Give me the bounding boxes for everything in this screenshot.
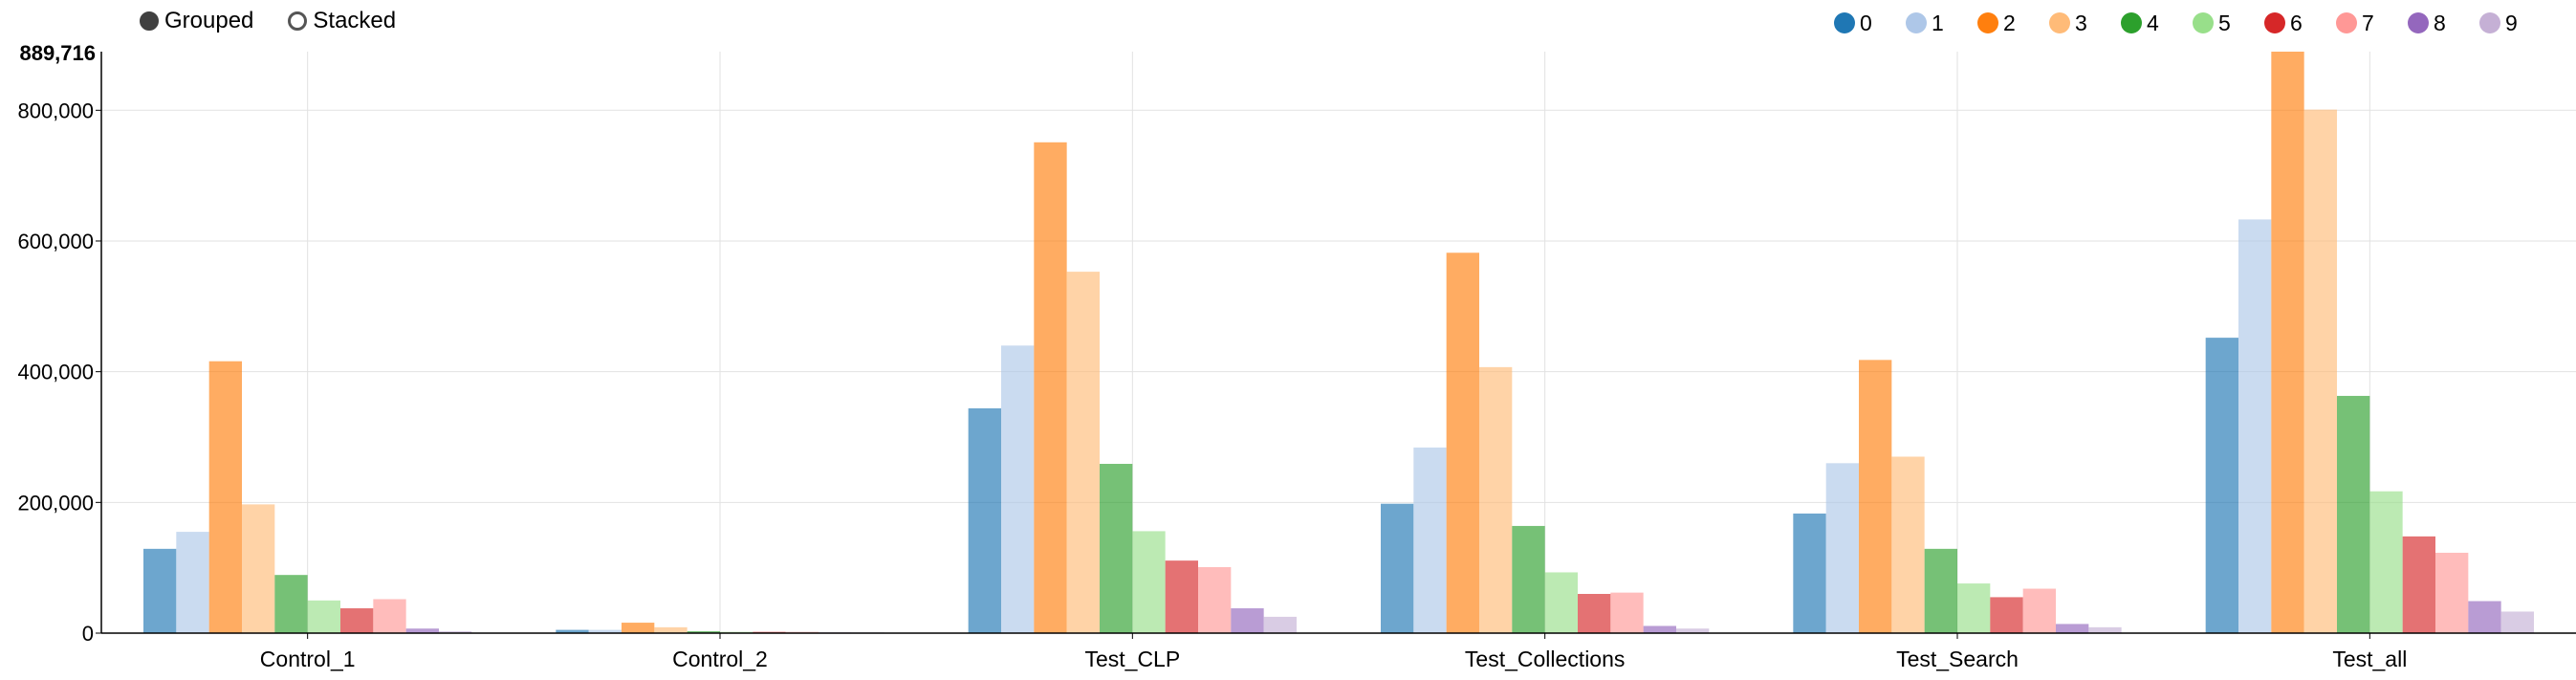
bar[interactable] [556, 629, 589, 633]
bar[interactable] [1198, 566, 1232, 633]
x-tick-label: Test_all [2332, 647, 2407, 671]
legend-marker[interactable] [2408, 12, 2429, 33]
bar[interactable] [1957, 583, 1991, 633]
bar[interactable] [1512, 525, 1545, 633]
bar[interactable] [1859, 360, 1892, 633]
legend-marker[interactable] [2479, 12, 2500, 33]
x-tick-label: Control_2 [672, 647, 768, 671]
bar[interactable] [2500, 611, 2534, 633]
bar[interactable] [405, 628, 439, 633]
legend-marker[interactable] [2264, 12, 2285, 33]
bar[interactable] [1990, 597, 2023, 633]
bar[interactable] [2205, 338, 2238, 633]
bar[interactable] [242, 504, 275, 633]
legend-label[interactable]: 6 [2290, 11, 2303, 35]
legend-label[interactable]: 5 [2218, 11, 2231, 35]
bar[interactable] [2238, 219, 2272, 633]
legend-marker[interactable] [1906, 12, 1927, 33]
bar[interactable] [588, 629, 622, 633]
bar[interactable] [2402, 536, 2435, 633]
bar[interactable] [968, 407, 1001, 633]
legend-label[interactable]: 9 [2505, 11, 2518, 35]
bar[interactable] [1034, 142, 1067, 634]
stacked-radio[interactable]: Stacked [288, 8, 396, 34]
y-max-label: 889,716 [19, 41, 96, 65]
bar[interactable] [1263, 616, 1297, 633]
legend-label[interactable]: 7 [2362, 11, 2374, 35]
legend-marker[interactable] [1834, 12, 1855, 33]
bar[interactable] [1001, 345, 1035, 633]
bar[interactable] [2056, 624, 2089, 633]
legend-label[interactable]: 0 [1860, 11, 1872, 35]
bar[interactable] [208, 361, 242, 633]
grouped-radio-dot [140, 11, 159, 31]
grouped-radio-label: Grouped [164, 8, 254, 33]
bar[interactable] [1165, 560, 1198, 633]
bar[interactable] [2435, 552, 2469, 633]
bar[interactable] [1924, 548, 1957, 633]
x-tick-label: Test_Collections [1465, 647, 1625, 671]
bar[interactable] [1610, 592, 1644, 633]
bar[interactable] [1643, 625, 1676, 633]
bar[interactable] [2369, 491, 2403, 633]
x-tick-label: Control_1 [260, 647, 356, 671]
legend-label[interactable]: 2 [2003, 11, 2016, 35]
bar[interactable] [2022, 588, 2056, 633]
bar[interactable] [687, 630, 720, 633]
bar[interactable] [622, 623, 655, 633]
legend-marker[interactable] [2049, 12, 2070, 33]
bar[interactable] [307, 600, 340, 633]
x-tick-label: Test_CLP [1084, 647, 1180, 671]
bar[interactable] [1578, 594, 1611, 633]
legend-marker[interactable] [1977, 12, 1998, 33]
bar[interactable] [1544, 572, 1578, 633]
legend-marker[interactable] [2193, 12, 2214, 33]
legend-label[interactable]: 4 [2147, 11, 2159, 35]
bar[interactable] [274, 575, 308, 633]
bar[interactable] [654, 626, 688, 633]
bar[interactable] [1676, 628, 1710, 633]
stacked-radio-label: Stacked [313, 8, 397, 33]
bar[interactable] [1446, 252, 1479, 633]
bar[interactable] [1381, 503, 1414, 633]
y-tick-label: 600,000 [17, 230, 94, 253]
bar[interactable] [1066, 272, 1100, 633]
legend-label[interactable]: 3 [2075, 11, 2087, 35]
y-tick-label: 800,000 [17, 99, 94, 122]
bar[interactable] [1413, 447, 1447, 633]
bar[interactable] [143, 548, 177, 633]
stacked-radio-dot [288, 11, 308, 31]
y-tick-label: 0 [82, 622, 94, 646]
legend-label[interactable]: 1 [1932, 11, 1944, 35]
y-tick-label: 400,000 [17, 361, 94, 384]
bar[interactable] [1132, 531, 1166, 633]
bar[interactable] [1793, 513, 1826, 633]
grouped-radio[interactable]: Grouped [140, 8, 253, 34]
x-tick-label: Test_Search [1896, 647, 2019, 671]
bar[interactable] [1479, 366, 1513, 633]
bar[interactable] [1231, 608, 1264, 633]
bar[interactable] [2468, 601, 2501, 633]
bar[interactable] [2271, 52, 2304, 633]
legend-marker[interactable] [2121, 12, 2142, 33]
bar[interactable] [1825, 463, 1859, 633]
bar[interactable] [176, 532, 209, 633]
bar[interactable] [1891, 456, 1925, 633]
bar[interactable] [340, 608, 374, 633]
y-tick-label: 200,000 [17, 491, 94, 515]
legend-marker[interactable] [2336, 12, 2357, 33]
chart-mode-controls: Grouped Stacked [140, 8, 396, 34]
legend-label[interactable]: 8 [2434, 11, 2446, 35]
bar[interactable] [1100, 464, 1133, 633]
bar[interactable] [2337, 395, 2370, 633]
bar[interactable] [2088, 626, 2122, 633]
bar[interactable] [373, 599, 406, 633]
bar[interactable] [439, 630, 472, 633]
bar[interactable] [2303, 109, 2337, 633]
